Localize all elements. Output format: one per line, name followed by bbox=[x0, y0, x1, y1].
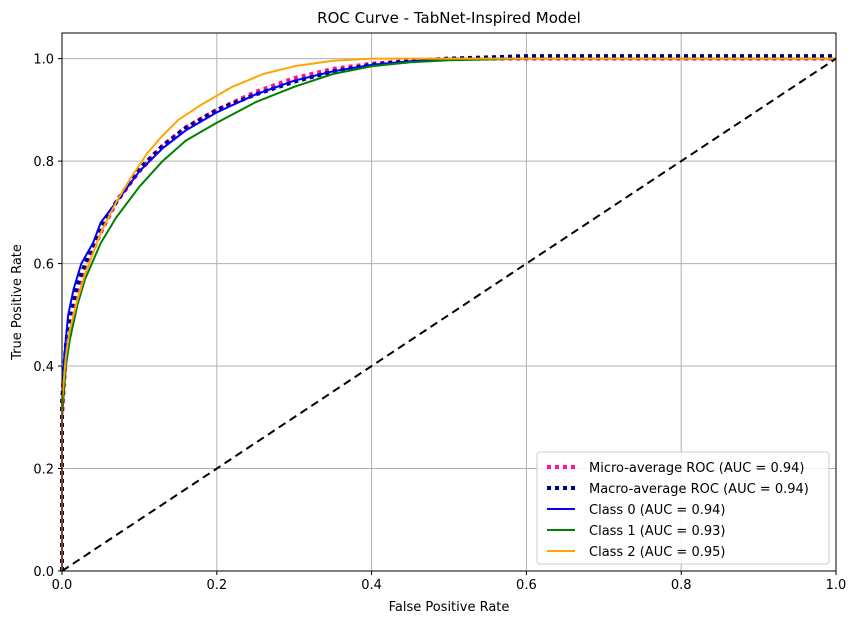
roc-curve-4 bbox=[61, 57, 836, 571]
y-axis-label: True Positive Rate bbox=[10, 244, 25, 361]
plot-frame bbox=[61, 32, 837, 572]
x-axis-label: False Positive Rate bbox=[389, 600, 510, 615]
legend: Micro-average ROC (AUC = 0.94) Macro-aver… bbox=[536, 451, 830, 565]
x-tick-label: 0.8 bbox=[671, 578, 692, 593]
y-tick-label: 0.0 bbox=[33, 565, 54, 580]
y-tick-label: 0.6 bbox=[33, 258, 54, 273]
x-tick-label: 0.6 bbox=[516, 578, 537, 593]
legend-label: Micro-average ROC (AUC = 0.94) bbox=[589, 461, 804, 476]
x-tick-label: 0.4 bbox=[361, 578, 382, 593]
x-tick-label: 0.0 bbox=[52, 578, 73, 593]
roc-curves bbox=[60, 54, 837, 572]
chance-diagonal-line bbox=[61, 57, 837, 572]
legend-label: Macro-average ROC (AUC = 0.94) bbox=[589, 482, 809, 497]
x-tick-label: 1.0 bbox=[826, 578, 847, 593]
legend-box bbox=[536, 451, 830, 565]
axes: 0.0 0.2 0.4 0.6 0.8 1.0 0.0 0.2 0.4 0.6 0.8 1.0 bbox=[33, 53, 846, 593]
y-tick-label: 1.0 bbox=[33, 53, 54, 68]
x-tick-label: 0.2 bbox=[206, 578, 227, 593]
legend-label: Class 0 (AUC = 0.94) bbox=[589, 503, 725, 518]
legend-label: Class 1 (AUC = 0.93) bbox=[589, 524, 725, 539]
legend-label: Class 2 (AUC = 0.95) bbox=[589, 545, 725, 560]
roc-curve-2 bbox=[61, 57, 836, 571]
roc-curve-3 bbox=[61, 57, 836, 571]
y-tick-label: 0.2 bbox=[33, 463, 54, 478]
chart-title: ROC Curve - TabNet-Inspired Model bbox=[317, 9, 581, 27]
y-tick-label: 0.8 bbox=[33, 155, 54, 170]
y-tick-label: 0.4 bbox=[33, 360, 54, 375]
